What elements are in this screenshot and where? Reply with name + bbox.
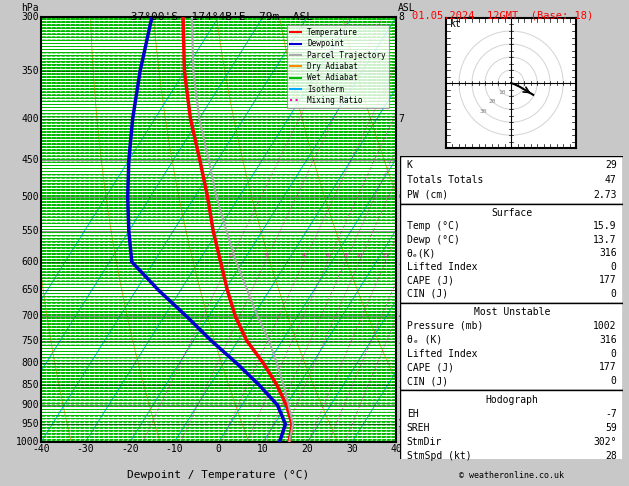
Text: 350: 350 [21, 67, 39, 76]
Text: 2: 2 [398, 380, 404, 390]
Text: 302°: 302° [593, 436, 616, 447]
Text: 1002: 1002 [593, 321, 616, 330]
Text: 316: 316 [599, 334, 616, 345]
Text: 40: 40 [391, 444, 402, 454]
Text: Pressure (mb): Pressure (mb) [407, 321, 483, 330]
Text: 177: 177 [599, 276, 616, 285]
Text: 2.73: 2.73 [593, 190, 616, 200]
Text: StmDir: StmDir [407, 436, 442, 447]
Text: 650: 650 [21, 285, 39, 295]
Bar [400, 390, 623, 465]
Text: -10: -10 [165, 444, 183, 454]
Text: K: K [407, 160, 413, 170]
Text: 10: 10 [355, 253, 363, 259]
Text: 0: 0 [611, 348, 616, 359]
Text: 500: 500 [21, 192, 39, 203]
Text: CAPE (J): CAPE (J) [407, 276, 454, 285]
Text: Mixing Ratio (g/kg): Mixing Ratio (g/kg) [438, 174, 447, 285]
Text: 850: 850 [21, 380, 39, 390]
Text: 400: 400 [21, 114, 39, 123]
Text: 10: 10 [498, 90, 506, 95]
Text: Most Unstable: Most Unstable [474, 307, 550, 317]
Text: Hodograph: Hodograph [485, 395, 538, 404]
Text: -30: -30 [77, 444, 94, 454]
Bar [400, 204, 623, 303]
Text: Lifted Index: Lifted Index [407, 262, 477, 272]
Text: 550: 550 [21, 226, 39, 236]
Text: 0: 0 [216, 444, 221, 454]
Text: StmSpd (kt): StmSpd (kt) [407, 451, 471, 461]
Text: 177: 177 [599, 363, 616, 372]
Text: Dewp (°C): Dewp (°C) [407, 235, 460, 245]
Text: 13.7: 13.7 [593, 235, 616, 245]
Text: km
ASL: km ASL [398, 0, 416, 13]
Text: -7: -7 [605, 409, 616, 418]
Text: 900: 900 [21, 400, 39, 410]
Text: CAPE (J): CAPE (J) [407, 363, 454, 372]
Bar [400, 156, 623, 204]
Text: EH: EH [407, 409, 418, 418]
Text: 1: 1 [227, 253, 231, 259]
Bar [400, 303, 623, 390]
Text: 30: 30 [346, 444, 358, 454]
Text: -40: -40 [32, 444, 50, 454]
Text: SREH: SREH [407, 422, 430, 433]
Text: -20: -20 [121, 444, 138, 454]
Text: 29: 29 [605, 160, 616, 170]
Text: kt: kt [450, 19, 462, 29]
Text: 28: 28 [605, 451, 616, 461]
Text: 30: 30 [479, 109, 487, 114]
Text: © weatheronline.co.uk: © weatheronline.co.uk [459, 471, 564, 480]
Text: 8: 8 [398, 12, 404, 22]
Text: PW (cm): PW (cm) [407, 190, 448, 200]
Text: Totals Totals: Totals Totals [407, 175, 483, 185]
Text: 800: 800 [21, 359, 39, 368]
Text: 6: 6 [398, 192, 404, 203]
Text: θₑ(K): θₑ(K) [407, 248, 436, 259]
Text: 01.05.2024  12GMT  (Base: 18): 01.05.2024 12GMT (Base: 18) [412, 11, 593, 21]
Legend: Temperature, Dewpoint, Parcel Trajectory, Dry Adiabat, Wet Adiabat, Isotherm, Mi: Temperature, Dewpoint, Parcel Trajectory… [287, 25, 389, 108]
Text: 47: 47 [605, 175, 616, 185]
Text: 300: 300 [21, 12, 39, 22]
Text: 8: 8 [343, 253, 347, 259]
Text: CIN (J): CIN (J) [407, 376, 448, 386]
Text: 5: 5 [398, 257, 404, 267]
Text: hPa: hPa [21, 3, 39, 13]
Text: θₑ (K): θₑ (K) [407, 334, 442, 345]
Text: 450: 450 [21, 155, 39, 165]
Text: 6: 6 [326, 253, 330, 259]
Text: 2: 2 [264, 253, 267, 259]
Text: 3: 3 [398, 336, 404, 346]
Text: 0: 0 [611, 289, 616, 299]
Text: 0: 0 [611, 376, 616, 386]
Text: 4: 4 [398, 311, 404, 321]
Text: 20: 20 [301, 444, 313, 454]
Text: 700: 700 [21, 311, 39, 321]
Text: Lifted Index: Lifted Index [407, 348, 477, 359]
Text: 20: 20 [489, 99, 496, 104]
Text: 0: 0 [611, 262, 616, 272]
Text: 7: 7 [398, 114, 404, 123]
Text: 750: 750 [21, 336, 39, 346]
Text: Surface: Surface [491, 208, 532, 218]
Text: LCL: LCL [398, 427, 413, 436]
Text: 600: 600 [21, 257, 39, 267]
Text: -37°00'S  174°4B'E  79m  ASL: -37°00'S 174°4B'E 79m ASL [124, 12, 313, 22]
Text: CIN (J): CIN (J) [407, 289, 448, 299]
Text: Dewpoint / Temperature (°C): Dewpoint / Temperature (°C) [128, 470, 309, 480]
Text: 316: 316 [599, 248, 616, 259]
Text: 59: 59 [605, 422, 616, 433]
Text: 1000: 1000 [16, 437, 39, 447]
Text: 950: 950 [21, 419, 39, 429]
Text: 4: 4 [302, 253, 306, 259]
Text: 15: 15 [382, 253, 389, 259]
Text: Temp (°C): Temp (°C) [407, 222, 460, 231]
Text: 15.9: 15.9 [593, 222, 616, 231]
Text: 10: 10 [257, 444, 269, 454]
Text: 1: 1 [398, 419, 404, 429]
